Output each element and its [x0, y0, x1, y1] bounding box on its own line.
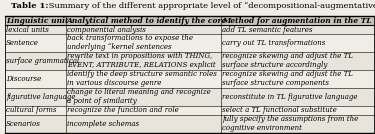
- Text: EVENT, ATTRIBUTE, RELATIONS explicit: EVENT, ATTRIBUTE, RELATIONS explicit: [67, 61, 216, 69]
- Text: Analytical method to identify the core: Analytical method to identify the core: [67, 17, 227, 25]
- Text: rewrite text in propositions with THING,: rewrite text in propositions with THING,: [67, 52, 212, 60]
- Text: Discourse: Discourse: [6, 75, 41, 83]
- Text: recognize skewing and adjust the TL: recognize skewing and adjust the TL: [222, 70, 353, 78]
- Text: Method for augmentation in the TL: Method for augmentation in the TL: [222, 17, 372, 25]
- Text: lexical units: lexical units: [6, 26, 49, 34]
- Text: Scenarios: Scenarios: [6, 120, 41, 128]
- Text: figurative language: figurative language: [6, 93, 75, 101]
- Text: in various discourse genre: in various discourse genre: [67, 79, 161, 87]
- Text: surface grammatical: surface grammatical: [6, 57, 79, 65]
- Bar: [4, 16, 374, 25]
- Text: underlying “kernel sentences: underlying “kernel sentences: [67, 43, 172, 51]
- Text: change to literal meaning and recognize: change to literal meaning and recognize: [67, 88, 211, 96]
- Text: Sentence: Sentence: [6, 39, 39, 47]
- Bar: [4, 34, 374, 52]
- Bar: [4, 115, 374, 133]
- Text: fully specify the assumptions from the: fully specify the assumptions from the: [222, 115, 358, 123]
- Text: select a TL functional substitute: select a TL functional substitute: [222, 106, 337, 114]
- Text: Summary of the different appropriate level of “decompositional-augmentative”: Summary of the different appropriate lev…: [46, 2, 375, 10]
- Text: identify the deep structure semantic roles: identify the deep structure semantic rol…: [67, 70, 217, 78]
- Bar: [4, 106, 374, 115]
- Text: add TL semantic features: add TL semantic features: [222, 26, 313, 34]
- Bar: [4, 88, 374, 106]
- Bar: [4, 52, 374, 70]
- Text: surface structure components: surface structure components: [222, 79, 329, 87]
- Text: surface structure accordingly: surface structure accordingly: [222, 61, 328, 69]
- Text: recognize skewing and adjust the TL: recognize skewing and adjust the TL: [222, 52, 353, 60]
- Text: reconstitute in TL figurative language: reconstitute in TL figurative language: [222, 93, 358, 101]
- Text: Table 1:: Table 1:: [11, 2, 49, 10]
- Text: recognize the function and role: recognize the function and role: [67, 106, 179, 114]
- Bar: [4, 70, 374, 88]
- Text: cognitive environment: cognitive environment: [222, 124, 302, 132]
- Bar: [4, 25, 374, 34]
- Text: carry out TL transformations: carry out TL transformations: [222, 39, 326, 47]
- Text: back transformations to expose the: back transformations to expose the: [67, 34, 193, 42]
- Text: cultural forms: cultural forms: [6, 106, 57, 114]
- Text: a point of similarity: a point of similarity: [67, 97, 137, 105]
- Text: Linguistic unit: Linguistic unit: [6, 17, 69, 25]
- Text: incomplete schemas: incomplete schemas: [67, 120, 139, 128]
- Text: componential analysis: componential analysis: [67, 26, 146, 34]
